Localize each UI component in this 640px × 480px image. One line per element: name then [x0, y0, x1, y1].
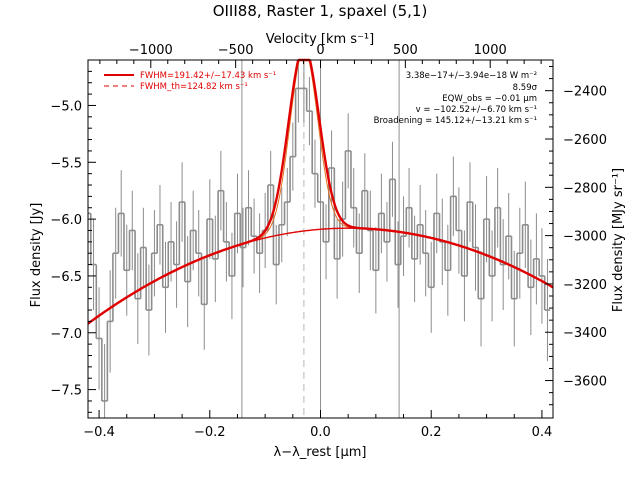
chart-title: OIII88, Raster 1, spaxel (5,1): [213, 2, 428, 20]
right-tick-label: −3200: [563, 278, 607, 293]
annotation-flux: 3.38e−17+/−3.94e−18 W m⁻²: [406, 71, 537, 81]
top-tick-label: −500: [218, 43, 254, 58]
legend-fwhm: FWHM=191.42+/−17.43 km s⁻¹: [140, 71, 276, 81]
x-axis-label: λ−λ_rest [μm]: [274, 445, 367, 460]
legend-fwhm-th: FWHM_th=124.82 km s⁻¹: [140, 82, 248, 92]
plot-area: [87, 58, 554, 418]
top-tick-label: −1000: [129, 43, 173, 58]
right-tick-label: −3400: [563, 326, 607, 341]
x-tick-label: −0.4: [83, 425, 115, 440]
y-tick-label: −7.5: [50, 384, 82, 399]
annotation-significance: 8.59σ: [513, 83, 538, 93]
top-tick-label: 500: [393, 43, 418, 58]
y-axis-label: Flux density [Jy]: [29, 203, 44, 308]
top-tick-label: 1000: [474, 43, 507, 58]
fit-annotations: 3.38e−17+/−3.94e−18 W m⁻² 8.59σ EQW_obs …: [374, 71, 538, 126]
x-tick-label: 0.2: [421, 425, 442, 440]
right-tick-label: −2800: [563, 181, 607, 196]
y-tick-label: −6.0: [50, 213, 82, 228]
legend: FWHM=191.42+/−17.43 km s⁻¹ FWHM_th=124.8…: [104, 71, 276, 92]
annotation-velocity: v = −102.52+/−6.70 km s⁻¹: [416, 105, 537, 115]
right-tick-label: −2400: [563, 85, 607, 100]
annotation-eqw: EQW_obs = −0.01 μm: [442, 94, 537, 104]
right-axis-label: Flux density [MJy sr⁻¹]: [611, 168, 626, 312]
y-tick-label: −6.5: [50, 270, 82, 285]
fit-curves: [87, 58, 554, 325]
y-tick-label: −5.5: [50, 156, 82, 171]
right-tick-label: −3600: [563, 375, 607, 390]
right-tick-label: −2600: [563, 133, 607, 148]
right-tick-label: −3000: [563, 230, 607, 245]
x-tick-label: 0.0: [310, 425, 331, 440]
line-fit-curve: [87, 58, 554, 325]
y-tick-label: −7.0: [50, 327, 82, 342]
annotation-broadening: Broadening = 145.12+/−13.21 km s⁻¹: [374, 116, 537, 126]
top-axis-label: Velocity [km s⁻¹]: [266, 32, 374, 47]
y-tick-label: −5.0: [50, 99, 82, 114]
top-tick-label: 0: [316, 43, 324, 58]
data-histogram: [88, 87, 551, 402]
axes: −0.4 −0.2 0.0 0.2 0.4 −7.5 −7.0 −6.5 −6.0 −5.5 −5.…: [50, 43, 607, 440]
x-tick-label: −0.2: [194, 425, 226, 440]
x-tick-label: 0.4: [532, 425, 553, 440]
